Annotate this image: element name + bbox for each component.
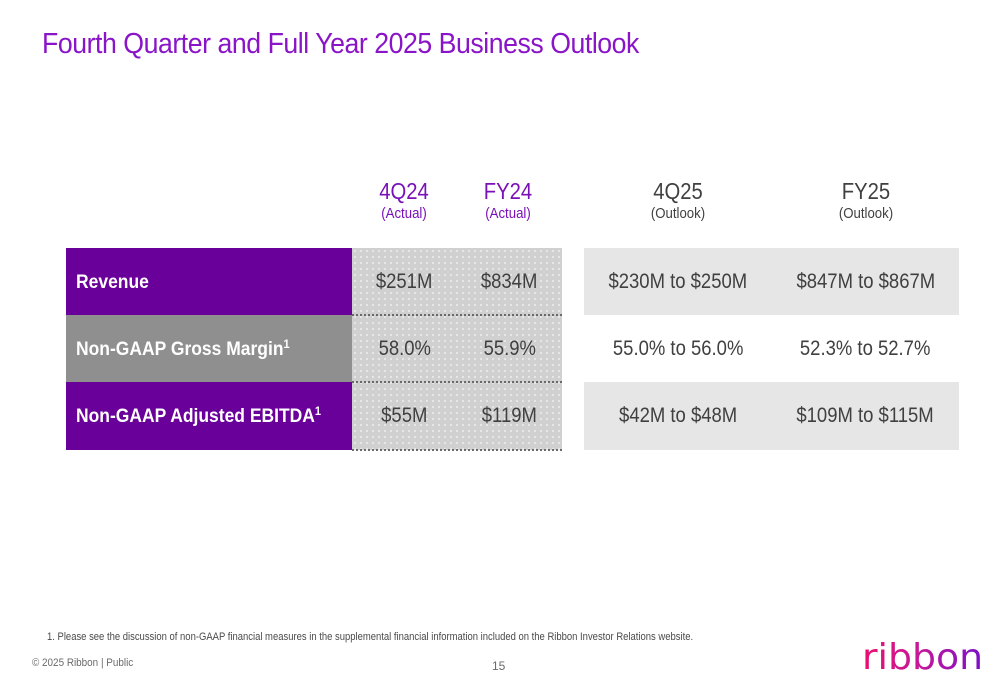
row-label-text: Non-GAAP Gross Margin [76,338,284,360]
row-divider [352,381,562,383]
row-label-gross-margin: Non-GAAP Gross Margin1 [66,315,352,382]
cell-gross-margin-4q25: 55.0% to 56.0% [612,336,744,360]
row-label-adjusted-ebitda: Non-GAAP Adjusted EBITDA1 [66,382,352,450]
page-number: 15 [492,659,506,673]
cell-gross-margin-fy24: 55.9% [483,336,536,360]
cell-ebitda-4q25: $42M to $48M [618,403,738,427]
footnote: 1. Please see the discussion of non-GAAP… [47,631,694,643]
outlook-row-band [584,248,959,315]
outlook-row-band [584,382,959,450]
cell-ebitda-fy24: $119M [481,403,538,427]
row-divider [352,449,562,451]
column-subheading: (Outlook) [650,205,706,222]
column-heading: FY25 [841,178,891,204]
cell-revenue-4q24: $251M [376,269,433,293]
cell-gross-margin-fy25: 52.3% to 52.7% [800,336,931,360]
cell-ebitda-fy25: $109M to $115M [796,403,935,427]
cell-gross-margin-4q24: 58.0% [378,336,431,360]
row-divider [352,314,562,316]
cell-revenue-4q25: $230M to $250M [608,269,748,293]
actual-values-panel [352,248,562,450]
footnote-ref: 1 [283,336,290,351]
row-label-text: Non-GAAP Adjusted EBITDA [76,406,315,427]
column-subheading: (Actual) [381,205,427,222]
cell-ebitda-4q24: $55M [381,403,428,427]
column-subheading: (Actual) [485,205,531,222]
column-header-fy25: FY25 (Outlook) [804,178,927,224]
column-header-4q25: 4Q25 (Outlook) [616,178,739,224]
column-header-4q24: 4Q24 (Actual) [367,178,441,224]
footnote-ref: 1 [314,404,322,418]
cell-revenue-fy24: $834M [481,269,538,293]
row-label-text: Revenue [76,271,149,293]
column-heading: 4Q25 [653,178,703,204]
column-subheading: (Outlook) [838,205,894,222]
column-heading: 4Q24 [379,178,429,204]
row-label-revenue: Revenue [66,248,352,315]
ribbon-logo: ribbon [862,637,984,678]
cell-revenue-fy25: $847M to $867M [796,269,935,293]
column-heading: FY24 [483,178,533,204]
column-header-fy24: FY24 (Actual) [471,178,545,224]
page-title: Fourth Quarter and Full Year 2025 Busine… [42,28,639,60]
copyright: © 2025 Ribbon | Public [32,657,134,669]
